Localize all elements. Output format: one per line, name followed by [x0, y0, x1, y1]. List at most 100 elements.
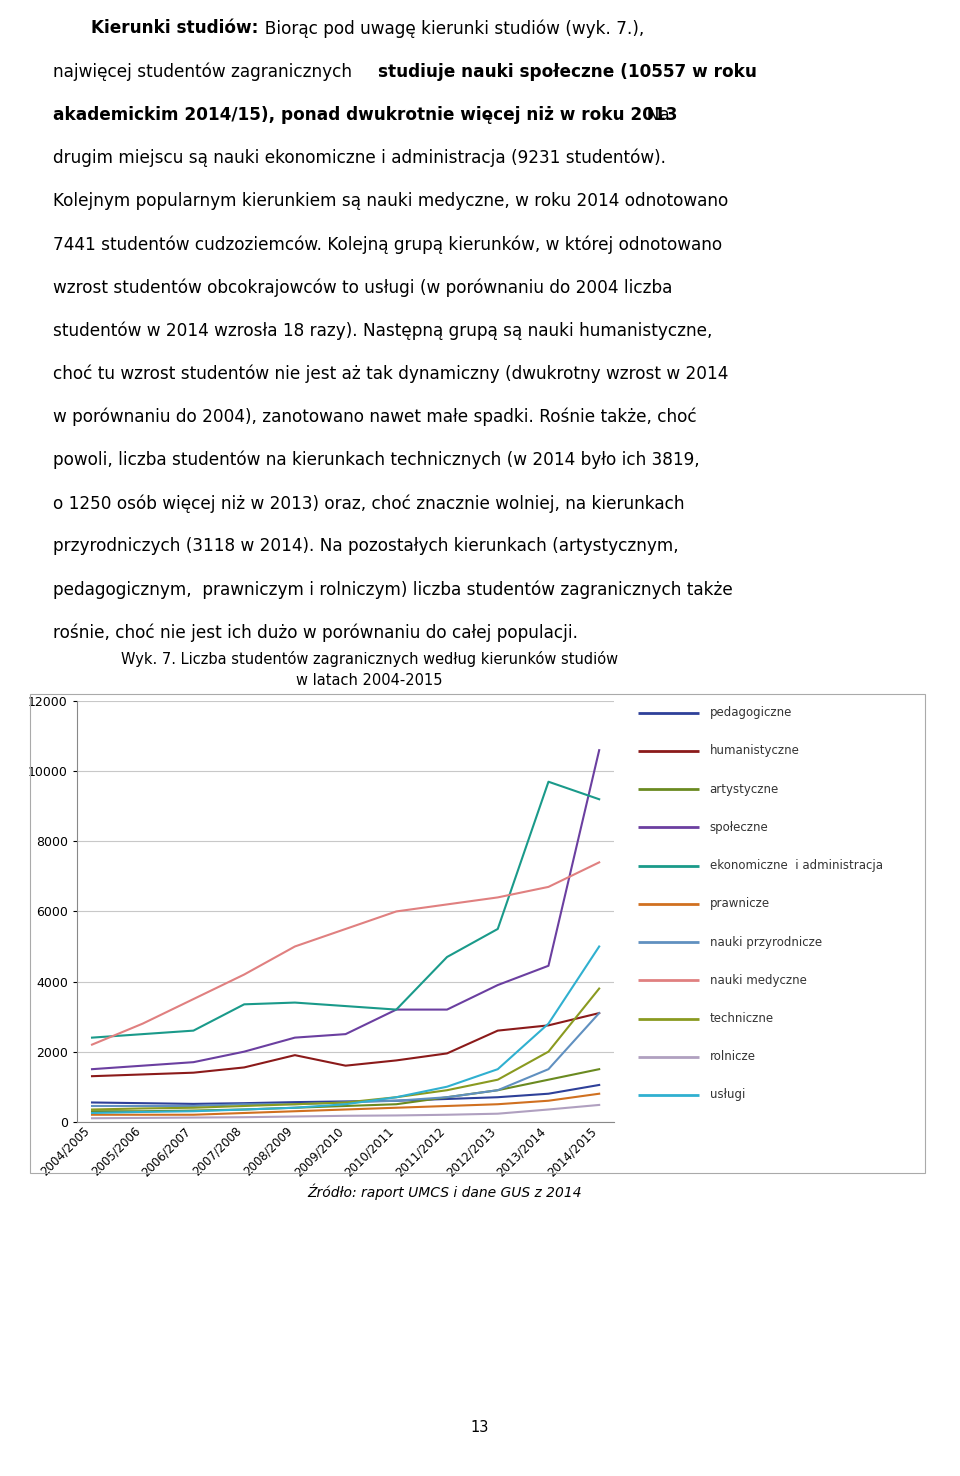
usługi	[391, 1088, 402, 1106]
artystyczne	[137, 1103, 149, 1120]
techniczne	[492, 1072, 503, 1089]
usługi	[542, 1015, 554, 1033]
rolnicze	[86, 1110, 98, 1128]
artystyczne	[289, 1098, 300, 1116]
Text: w porównaniu do 2004), zanotowano nawet małe spadki. Rośnie także, choć: w porównaniu do 2004), zanotowano nawet …	[53, 407, 696, 427]
ekonomiczne  i administracja	[188, 1021, 200, 1039]
usługi	[86, 1104, 98, 1122]
artystyczne	[188, 1101, 200, 1119]
rolnicze	[542, 1101, 554, 1119]
nauki medyczne	[593, 853, 605, 871]
Text: społeczne: społeczne	[709, 821, 768, 834]
usługi	[238, 1101, 250, 1119]
techniczne	[340, 1094, 351, 1111]
humanistyczne	[442, 1045, 453, 1063]
Text: techniczne: techniczne	[709, 1013, 774, 1024]
Text: ekonomiczne  i administracja: ekonomiczne i administracja	[709, 859, 882, 872]
usługi	[492, 1060, 503, 1077]
Text: pedagogiczne: pedagogiczne	[709, 706, 792, 719]
ekonomiczne  i administracja	[86, 1029, 98, 1046]
usługi	[188, 1103, 200, 1120]
prawnicze	[492, 1095, 503, 1113]
Text: artystyczne: artystyczne	[709, 782, 779, 796]
ekonomiczne  i administracja	[137, 1026, 149, 1044]
techniczne	[442, 1082, 453, 1100]
pedagogiczne	[442, 1091, 453, 1108]
pedagogiczne	[542, 1085, 554, 1103]
prawnicze	[238, 1104, 250, 1122]
prawnicze	[442, 1097, 453, 1114]
Text: studentów w 2014 wzrosła 18 razy). Następną grupą są nauki humanistyczne,: studentów w 2014 wzrosła 18 razy). Nastę…	[53, 322, 712, 339]
humanistyczne	[188, 1064, 200, 1082]
Line: pedagogiczne: pedagogiczne	[92, 1085, 599, 1104]
prawnicze	[391, 1098, 402, 1116]
nauki medyczne	[542, 878, 554, 896]
społeczne	[137, 1057, 149, 1075]
społeczne	[340, 1026, 351, 1044]
Text: . Na: . Na	[636, 106, 670, 124]
Text: Wyk. 7. Liczba studentów zagranicznych według kierunków studiów: Wyk. 7. Liczba studentów zagranicznych w…	[121, 651, 618, 667]
pedagogiczne	[593, 1076, 605, 1094]
pedagogiczne	[137, 1094, 149, 1111]
Text: humanistyczne: humanistyczne	[709, 744, 800, 757]
artystyczne	[238, 1101, 250, 1119]
nauki medyczne	[137, 1015, 149, 1033]
ekonomiczne  i administracja	[340, 998, 351, 1015]
społeczne	[593, 741, 605, 759]
pedagogiczne	[238, 1094, 250, 1111]
techniczne	[188, 1098, 200, 1116]
prawnicze	[593, 1085, 605, 1103]
nauki medyczne	[340, 920, 351, 937]
ekonomiczne  i administracja	[289, 993, 300, 1011]
rolnicze	[289, 1107, 300, 1125]
rolnicze	[593, 1097, 605, 1114]
Text: najwięcej studentów zagranicznych: najwięcej studentów zagranicznych	[53, 62, 357, 81]
nauki przyrodnicze	[137, 1097, 149, 1114]
Text: Biorąc pod uwagę kierunki studiów (wyk. 7.),: Biorąc pod uwagę kierunki studiów (wyk. …	[253, 19, 644, 38]
artystyczne	[391, 1095, 402, 1113]
Text: 7441 studentów cudzoziemców. Kolejną grupą kierunków, w której odnotowano: 7441 studentów cudzoziemców. Kolejną gru…	[53, 235, 722, 254]
nauki przyrodnicze	[86, 1097, 98, 1114]
prawnicze	[86, 1106, 98, 1123]
pedagogiczne	[188, 1095, 200, 1113]
nauki przyrodnicze	[238, 1095, 250, 1113]
prawnicze	[340, 1101, 351, 1119]
Text: drugim miejscu są nauki ekonomiczne i administracja (9231 studentów).: drugim miejscu są nauki ekonomiczne i ad…	[53, 149, 666, 167]
Text: 13: 13	[470, 1420, 490, 1435]
Text: w latach 2004-2015: w latach 2004-2015	[297, 673, 443, 688]
Text: wzrost studentów obcokrajowców to usługi (w porównaniu do 2004 liczba: wzrost studentów obcokrajowców to usługi…	[53, 279, 672, 297]
Text: prawnicze: prawnicze	[709, 897, 770, 911]
prawnicze	[289, 1103, 300, 1120]
Line: ekonomiczne  i administracja: ekonomiczne i administracja	[92, 782, 599, 1038]
pedagogiczne	[492, 1088, 503, 1106]
Text: rolnicze: rolnicze	[709, 1051, 756, 1063]
nauki przyrodnicze	[442, 1088, 453, 1106]
usługi	[137, 1103, 149, 1120]
nauki medyczne	[492, 889, 503, 906]
Text: choć tu wzrost studentów nie jest aż tak dynamiczny (dwukrotny wzrost w 2014: choć tu wzrost studentów nie jest aż tak…	[53, 365, 729, 384]
Line: rolnicze: rolnicze	[92, 1106, 599, 1119]
prawnicze	[137, 1106, 149, 1123]
Line: artystyczne: artystyczne	[92, 1069, 599, 1111]
nauki medyczne	[238, 965, 250, 983]
nauki medyczne	[442, 896, 453, 914]
rolnicze	[442, 1106, 453, 1123]
humanistyczne	[289, 1046, 300, 1064]
społeczne	[492, 976, 503, 993]
artystyczne	[86, 1103, 98, 1120]
Line: humanistyczne: humanistyczne	[92, 1013, 599, 1076]
usługi	[593, 937, 605, 955]
pedagogiczne	[86, 1094, 98, 1111]
usługi	[442, 1077, 453, 1095]
Text: rośnie, choć nie jest ich dużo w porównaniu do całej populacji.: rośnie, choć nie jest ich dużo w porówna…	[53, 623, 578, 642]
Text: o 1250 osób więcej niż w 2013) oraz, choć znacznie wolniej, na kierunkach: o 1250 osób więcej niż w 2013) oraz, cho…	[53, 494, 684, 512]
artystyczne	[492, 1082, 503, 1100]
humanistyczne	[86, 1067, 98, 1085]
rolnicze	[188, 1108, 200, 1126]
Text: Kolejnym popularnym kierunkiem są nauki medyczne, w roku 2014 odnotowano: Kolejnym popularnym kierunkiem są nauki …	[53, 192, 728, 210]
ekonomiczne  i administracja	[238, 995, 250, 1013]
nauki przyrodnicze	[340, 1094, 351, 1111]
społeczne	[289, 1029, 300, 1046]
Text: Kierunki studiów:: Kierunki studiów:	[91, 19, 258, 37]
humanistyczne	[340, 1057, 351, 1075]
